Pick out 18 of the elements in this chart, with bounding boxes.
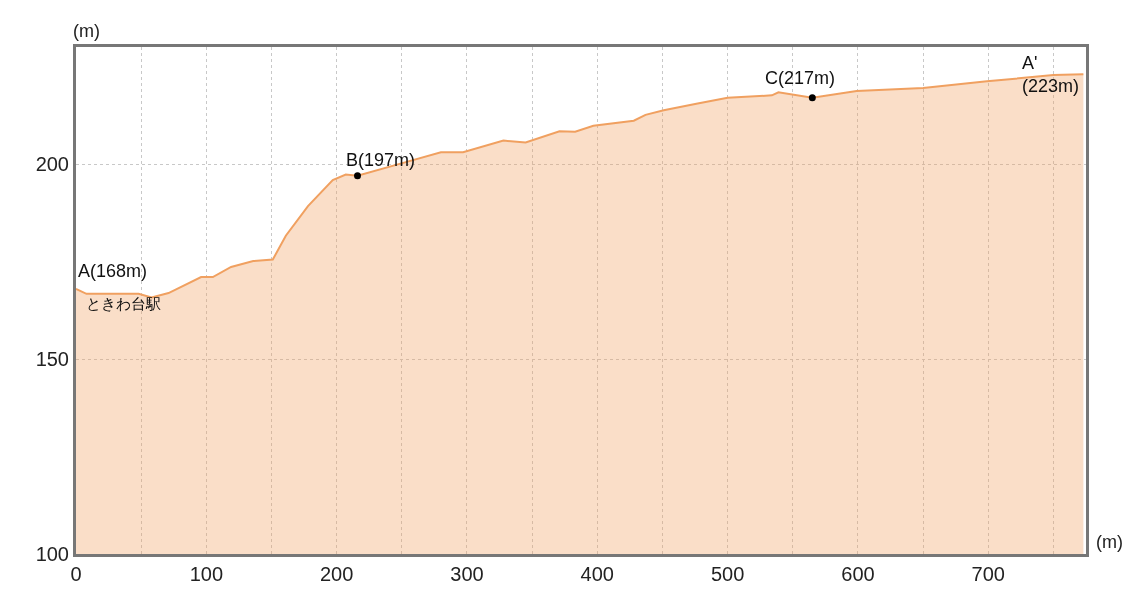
x-tick-label: 400 — [580, 563, 614, 585]
x-tick-label: 600 — [841, 563, 875, 585]
annotation: A(168m) — [78, 261, 148, 281]
x-tick-label: 0 — [70, 563, 82, 585]
annotation: C(217m) — [765, 68, 836, 88]
x-tick-label: 500 — [710, 563, 745, 585]
x-axis-title: (m) — [1096, 532, 1123, 552]
x-tick-label: 700 — [971, 563, 1005, 585]
annotation: B(197m) — [346, 150, 416, 170]
y-tick-label: 100 — [35, 543, 69, 565]
y-tick-label: 200 — [35, 153, 69, 175]
y-tick-label: 150 — [35, 348, 69, 370]
x-tick-label: 300 — [450, 563, 484, 585]
annotation: ときわ台駅 — [86, 295, 161, 312]
y-axis-title: (m) — [73, 21, 100, 41]
x-tick-label: 200 — [319, 563, 354, 585]
x-tick-label: 100 — [189, 563, 224, 585]
annotation: A' (223m) — [1022, 53, 1080, 97]
